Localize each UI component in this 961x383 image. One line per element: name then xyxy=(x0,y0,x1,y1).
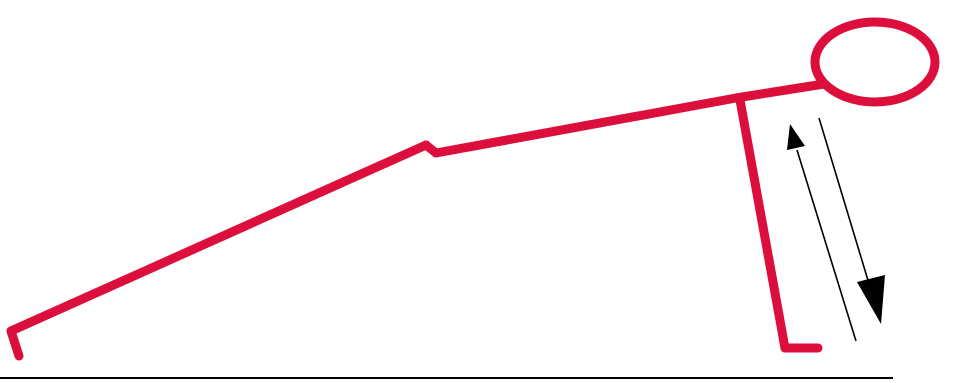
arrow-up-icon xyxy=(787,124,805,150)
movement-arrows xyxy=(787,117,885,342)
lower-leg xyxy=(6,140,431,336)
head xyxy=(810,17,940,107)
arm xyxy=(735,95,790,353)
push-up-figure xyxy=(6,17,940,361)
arrow-up-shaft xyxy=(796,149,857,342)
neck xyxy=(731,79,829,103)
arrow-down-icon xyxy=(857,275,885,324)
torso xyxy=(431,93,741,158)
arrow-down-shaft xyxy=(818,117,871,288)
